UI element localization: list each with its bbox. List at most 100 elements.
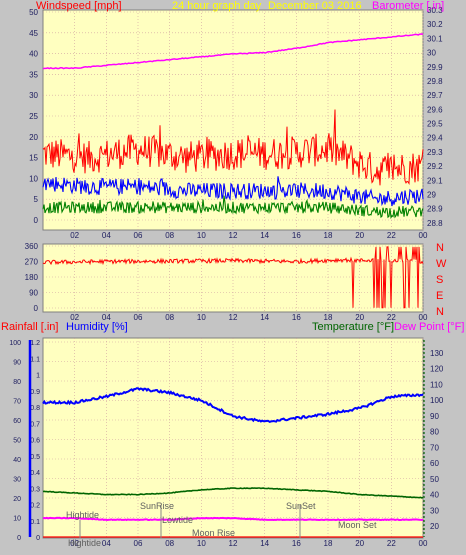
wind-average-line (42, 176, 424, 207)
compass-label: W (436, 258, 447, 270)
windspeed-tick-label: 30 (29, 91, 38, 100)
direction-tick-label: 360 (25, 242, 39, 251)
barometer-tick-label: 30.3 (427, 6, 443, 15)
barometer-tick-label: 29.1 (427, 176, 443, 185)
temperature-tick-label: 100 (430, 396, 444, 405)
x-tick-label: 14 (260, 313, 269, 322)
x-tick-label: 02 (70, 539, 79, 548)
humidity-tick-label: 90 (13, 360, 21, 367)
humidity-tick-label: 0 (17, 535, 21, 542)
rainfall-tick-label: 1 (36, 373, 40, 380)
rainfall-tick-label: 1.2 (30, 340, 40, 347)
humidity-tick-label: 60 (13, 418, 21, 425)
humidity-tick-label: 100 (9, 340, 21, 347)
barometer-tick-label: 29.7 (427, 91, 443, 100)
x-tick-label: 02 (70, 231, 79, 240)
humidity-tick-label: 20 (13, 496, 21, 503)
temperature-tick-label: 30 (430, 506, 439, 515)
rainfall-tick-label: 0.7 (30, 421, 40, 428)
barometer-tick-label: 30.1 (427, 34, 443, 43)
x-tick-label: 10 (197, 539, 206, 548)
barometer-tick-label: 29.3 (427, 148, 443, 157)
windspeed-tick-label: 40 (29, 50, 38, 59)
direction-tick-label: 0 (34, 304, 39, 313)
x-tick-label: 06 (134, 539, 143, 548)
rainfall-tick-label: 0.6 (30, 438, 40, 445)
humidity-tick-label: 40 (13, 457, 21, 464)
lowtide-label: Lowtide (162, 515, 193, 525)
barometer-line (42, 33, 424, 70)
windspeed-tick-label: 45 (29, 29, 38, 38)
x-tick-label: 18 (324, 231, 333, 240)
dewpoint-axis-title: Dew Point [°F] (394, 321, 464, 333)
x-tick-label: 04 (102, 539, 111, 548)
x-tick-label: 16 (292, 313, 301, 322)
barometer-tick-label: 29.5 (427, 120, 443, 129)
x-tick-label: 20 (355, 539, 364, 548)
barometer-tick-label: 29.2 (427, 162, 443, 171)
rainfall-tick-label: 0.4 (30, 470, 40, 477)
humidity-line (42, 387, 424, 424)
hightide-label-2: Hightide (68, 538, 101, 548)
humidity-tick-label: 30 (13, 477, 21, 484)
x-tick-label: 04 (102, 231, 111, 240)
x-tick-label: 00 (419, 539, 428, 548)
x-tick-label: 04 (102, 313, 111, 322)
humidity-tick-label: 50 (13, 438, 21, 445)
wind-direction-line (42, 246, 424, 309)
windspeed-tick-label: 35 (29, 70, 38, 79)
humidity-tick-label: 10 (13, 516, 21, 523)
windspeed-tick-label: 50 (29, 8, 38, 17)
x-tick-label: 18 (324, 539, 333, 548)
direction-tick-label: 90 (29, 289, 38, 298)
humidity-axis-title: Humidity [%] (66, 321, 128, 333)
barometer-tick-label: 28.9 (427, 205, 443, 214)
temperature-line (42, 487, 424, 499)
x-tick-label: 08 (165, 539, 174, 548)
barometer-tick-label: 29.8 (427, 77, 443, 86)
windspeed-tick-label: 0 (34, 216, 39, 225)
barometer-tick-label: 30 (427, 49, 436, 58)
compass-label: E (436, 290, 443, 302)
x-tick-label: 16 (292, 539, 301, 548)
x-tick-label: 12 (229, 231, 238, 240)
x-tick-label: 20 (355, 313, 364, 322)
temperature-axis-title: Temperature [°F] (312, 321, 394, 333)
temperature-tick-label: 130 (430, 349, 444, 358)
direction-tick-label: 180 (25, 273, 39, 282)
wind-low-line (42, 195, 424, 220)
hightide-label: Hightide (66, 510, 99, 520)
moonrise-label: Moon Rise (192, 528, 235, 538)
compass-label: S (436, 274, 443, 286)
x-tick-label: 00 (419, 231, 428, 240)
temperature-tick-label: 90 (430, 412, 439, 421)
rainfall-tick-label: 0.9 (30, 389, 40, 396)
x-tick-label: 12 (229, 539, 238, 548)
temperature-tick-label: 60 (430, 459, 439, 468)
x-tick-label: 14 (260, 539, 269, 548)
x-tick-label: 08 (165, 231, 174, 240)
rainfall-tick-label: 0.8 (30, 405, 40, 412)
sunrise-label: SunRise (140, 501, 174, 511)
windspeed-tick-label: 15 (29, 154, 38, 163)
temperature-tick-label: 70 (430, 443, 439, 452)
barometer-axis-title: Barometer [.in] (372, 0, 444, 12)
x-tick-label: 00 (419, 313, 428, 322)
windspeed-axis-title: Windspeed [mph] (36, 0, 122, 12)
rainfall-tick-label: 0.5 (30, 454, 40, 461)
temperature-tick-label: 20 (430, 522, 439, 531)
x-tick-label: 08 (165, 313, 174, 322)
temperature-tick-label: 80 (430, 428, 439, 437)
dewpoint-line (42, 516, 424, 522)
wind-gust-line (42, 109, 424, 186)
x-tick-label: 12 (229, 313, 238, 322)
temperature-tick-label: 110 (430, 380, 443, 389)
moonset-label: Moon Set (338, 520, 377, 530)
direction-tick-label: 270 (25, 258, 39, 267)
chart-title: 24 hour graph day (172, 0, 262, 12)
rainfall-tick-label: 0.3 (30, 486, 40, 493)
rainfall-tick-label: 0.2 (30, 503, 40, 510)
date-label: December 03 2016 (268, 0, 362, 12)
barometer-tick-label: 29.9 (427, 63, 443, 72)
